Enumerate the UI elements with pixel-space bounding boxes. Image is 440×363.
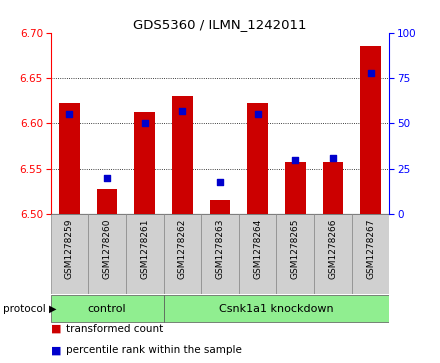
Bar [97,189,117,214]
Bar [239,214,276,294]
Bar [276,214,314,294]
Text: GSM1278264: GSM1278264 [253,218,262,278]
Point [330,155,337,161]
Text: transformed count: transformed count [66,323,163,334]
Text: percentile rank within the sample: percentile rank within the sample [66,345,242,355]
Title: GDS5360 / ILMN_1242011: GDS5360 / ILMN_1242011 [133,19,307,32]
Bar [134,111,155,214]
Text: GSM1278260: GSM1278260 [103,218,112,279]
Text: ▶: ▶ [49,303,57,314]
Bar [164,295,389,322]
Point [66,111,73,117]
Bar [59,103,80,214]
Point [179,108,186,114]
Point [216,179,224,184]
Text: GSM1278267: GSM1278267 [366,218,375,279]
Text: GSM1278263: GSM1278263 [216,218,224,279]
Bar [51,295,164,322]
Point [254,111,261,117]
Bar [126,214,164,294]
Text: protocol: protocol [4,303,46,314]
Text: GSM1278261: GSM1278261 [140,218,149,279]
Bar [51,214,88,294]
Point [292,157,299,163]
Text: ■: ■ [51,323,61,334]
Bar [314,214,352,294]
Bar [209,200,231,214]
Point [103,175,110,181]
Bar [164,214,201,294]
Bar [360,46,381,214]
Text: GSM1278259: GSM1278259 [65,218,74,279]
Point [141,121,148,126]
Point [367,70,374,76]
Text: control: control [88,303,126,314]
Bar [285,162,306,214]
Text: GSM1278266: GSM1278266 [328,218,337,279]
Bar [88,214,126,294]
Bar [201,214,239,294]
Text: ■: ■ [51,345,61,355]
Bar [172,96,193,214]
Bar [352,214,389,294]
Text: GSM1278265: GSM1278265 [291,218,300,279]
Text: Csnk1a1 knockdown: Csnk1a1 knockdown [219,303,334,314]
Text: GSM1278262: GSM1278262 [178,218,187,278]
Bar [323,162,343,214]
Bar [247,103,268,214]
